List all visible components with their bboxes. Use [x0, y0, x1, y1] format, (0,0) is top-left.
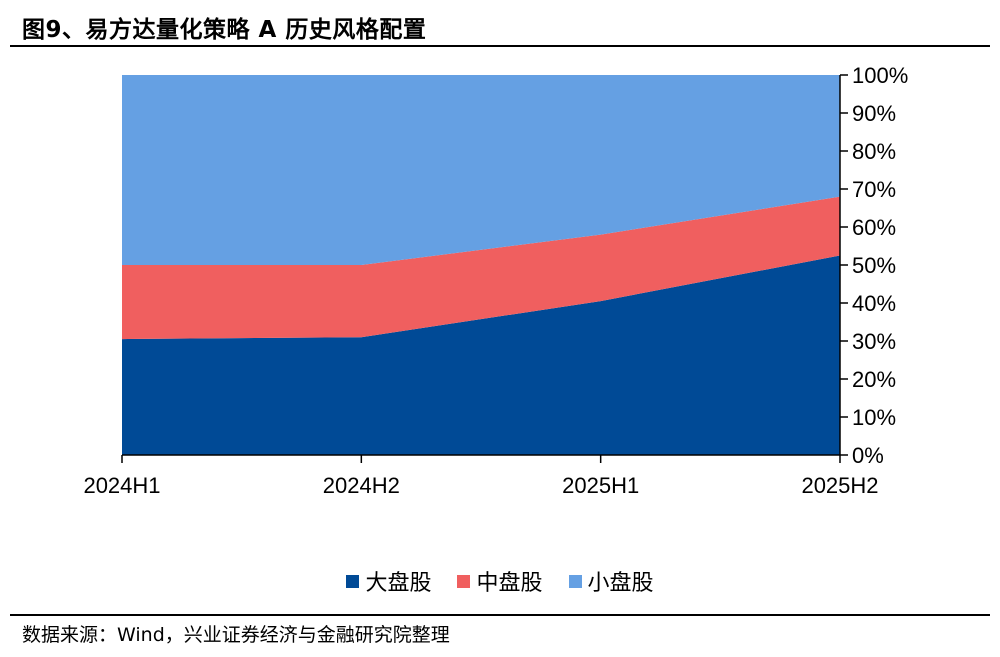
x-tick-label: 2024H1 [83, 473, 160, 498]
legend-label: 中盘股 [476, 571, 543, 596]
y-tick-label: 10% [852, 405, 896, 430]
x-tick-label: 2024H2 [323, 473, 400, 498]
y-tick-label: 80% [852, 139, 896, 164]
y-tick-label: 50% [852, 253, 896, 278]
y-tick-label: 20% [852, 367, 896, 392]
chart-legend: 大盘股 中盘股 小盘股 [0, 565, 1000, 597]
axes: 0% 10% 20% 30% 40% 50% 60% 70% 80% 90% 100% 2024H1 2… [83, 63, 908, 498]
legend-swatch [457, 574, 471, 588]
y-tick-label: 0% [852, 443, 884, 468]
legend-label: 大盘股 [365, 571, 432, 596]
y-tick-label: 60% [852, 215, 896, 240]
area-series-2 [122, 75, 840, 265]
stacked-area-chart: 0% 10% 20% 30% 40% 50% 60% 70% 80% 90% 100% 2024H1 2… [83, 63, 908, 498]
y-tick-label: 90% [852, 101, 896, 126]
x-tick-label: 2025H1 [562, 473, 639, 498]
y-tick-label: 40% [852, 291, 896, 316]
legend-swatch [346, 574, 360, 588]
y-tick-label: 70% [852, 177, 896, 202]
chart-title: 图9、易方达量化策略 A 历史风格配置 [22, 17, 427, 43]
legend-swatch [568, 574, 582, 588]
legend-item-0: 大盘股 [346, 565, 431, 597]
legend-item-2: 小盘股 [568, 565, 654, 597]
area-series-1 [122, 196, 840, 340]
legend-item-1: 中盘股 [457, 565, 543, 597]
top-rule [10, 45, 990, 47]
bottom-rule [10, 614, 990, 616]
y-tick-label: 30% [852, 329, 896, 354]
area-layers [122, 75, 840, 455]
legend-label: 小盘股 [587, 571, 654, 596]
source-note: 数据来源：Wind，兴业证券经济与金融研究院整理 [22, 624, 450, 646]
y-tick-label: 100% [852, 63, 908, 88]
x-tick-label: 2025H2 [801, 473, 878, 498]
area-series-0 [122, 255, 840, 455]
